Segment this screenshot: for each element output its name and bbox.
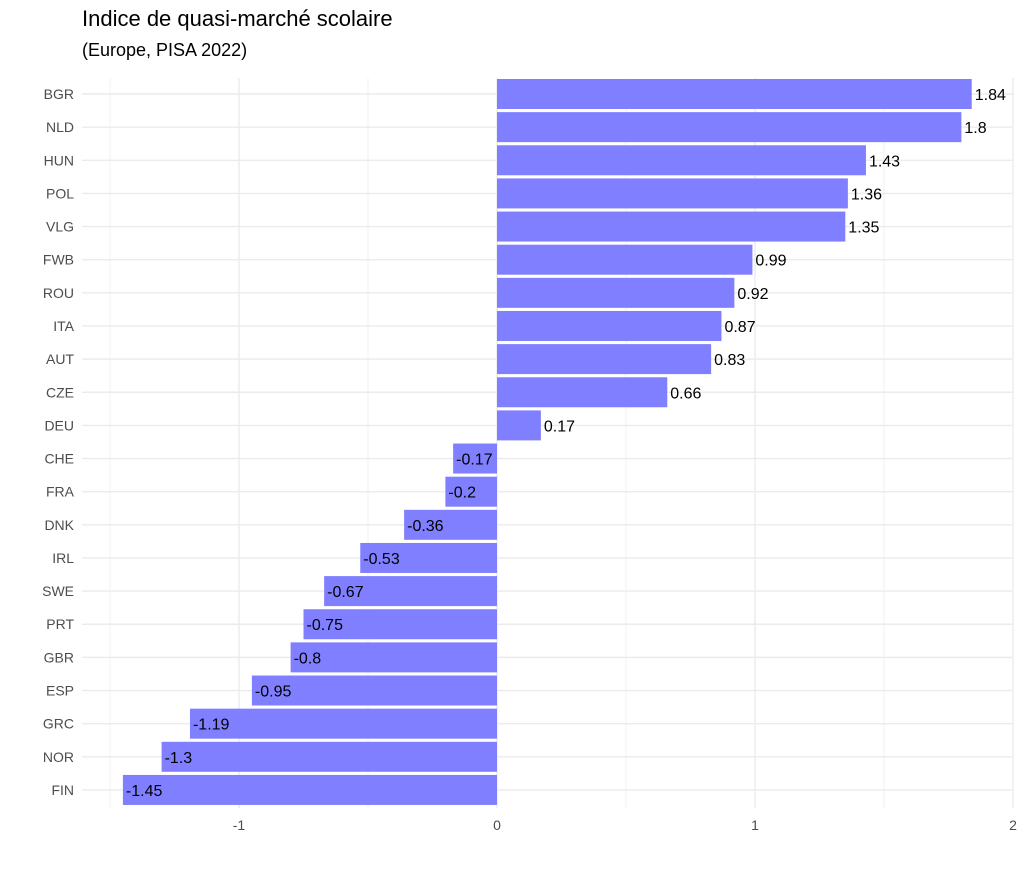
bar (404, 509, 497, 540)
y-tick-label: HUN (44, 152, 74, 168)
y-tick-label: GRC (43, 716, 74, 732)
data-label: -0.67 (327, 584, 364, 601)
data-label: -0.8 (294, 650, 322, 667)
y-tick-label: FRA (46, 484, 75, 500)
y-tick-label: ITA (53, 318, 74, 334)
bar (497, 211, 846, 242)
y-tick-label: VLG (46, 219, 74, 235)
bar (497, 344, 712, 375)
y-tick-label: ESP (46, 683, 74, 699)
bar (189, 708, 498, 739)
data-label: -0.75 (307, 617, 344, 634)
bar (324, 576, 497, 607)
y-tick-label: FWB (43, 252, 74, 268)
y-tick-label: BGR (44, 86, 74, 102)
bar (497, 244, 753, 275)
y-tick-label: CHE (44, 451, 74, 467)
bar (497, 310, 722, 341)
y-tick-label: IRL (52, 550, 74, 566)
y-tick-label: PRT (46, 616, 74, 632)
x-tick-label: 2 (1009, 817, 1017, 833)
bar (161, 741, 497, 772)
data-label: 1.36 (851, 186, 882, 203)
y-tick-label: AUT (46, 351, 74, 367)
data-label: 1.35 (848, 220, 879, 237)
data-label: -0.2 (448, 485, 476, 502)
y-tick-label: DEU (44, 417, 74, 433)
data-label: -0.17 (456, 452, 493, 469)
bar (360, 542, 497, 573)
bar (122, 774, 498, 805)
x-tick-label: -1 (233, 817, 246, 833)
chart-title: Indice de quasi-marché scolaire (82, 6, 393, 31)
data-label: 0.66 (670, 385, 701, 402)
bar (497, 277, 735, 308)
data-label: -1.45 (126, 783, 163, 800)
y-tick-label: SWE (42, 583, 74, 599)
x-tick-label: 1 (751, 817, 759, 833)
chart-subtitle: (Europe, PISA 2022) (82, 40, 248, 60)
data-label: 1.43 (869, 153, 900, 170)
data-label: -0.95 (255, 684, 292, 701)
data-label: -0.53 (363, 551, 400, 568)
data-label: 0.87 (724, 319, 755, 336)
x-tick-label: 0 (493, 817, 501, 833)
bar (453, 443, 497, 474)
data-label: -0.36 (407, 518, 444, 535)
data-label: -1.3 (165, 750, 193, 767)
data-label: 1.84 (975, 87, 1006, 104)
y-tick-label: NLD (46, 119, 74, 135)
bar (497, 145, 866, 176)
y-tick-label: GBR (44, 649, 74, 665)
bar (497, 410, 541, 441)
data-label: 0.92 (737, 286, 768, 303)
bar (497, 112, 962, 143)
y-tick-label: ROU (43, 285, 74, 301)
bar (497, 79, 972, 109)
data-label: 0.99 (755, 253, 786, 270)
bar (251, 675, 497, 706)
y-tick-label: CZE (46, 384, 74, 400)
data-label: 1.8 (964, 120, 986, 137)
y-tick-label: NOR (43, 749, 74, 765)
bar (303, 609, 497, 640)
data-label: 0.17 (544, 418, 575, 435)
data-label: -1.19 (193, 717, 230, 734)
y-tick-label: DNK (44, 517, 74, 533)
bar (290, 642, 497, 673)
bar (497, 377, 668, 408)
data-label: 0.83 (714, 352, 745, 369)
bar (445, 476, 497, 507)
y-tick-label: POL (46, 185, 74, 201)
y-tick-label: FIN (51, 782, 74, 798)
bar (497, 178, 848, 209)
